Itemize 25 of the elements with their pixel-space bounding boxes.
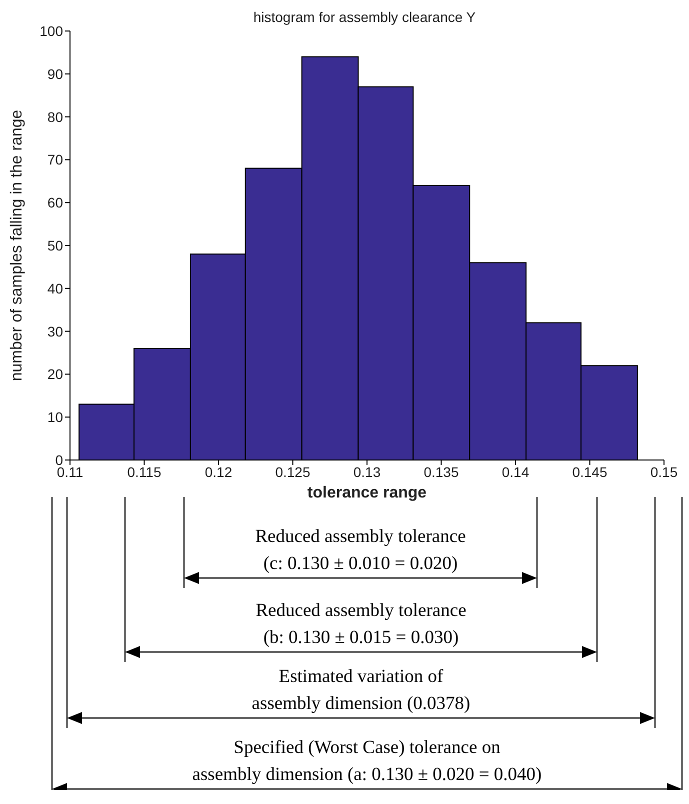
- x-tick-label: 0.12: [204, 464, 232, 480]
- x-tick-label: 0.145: [572, 464, 608, 480]
- x-tick-label: 0.15: [650, 464, 678, 480]
- y-tick-label: 60: [47, 194, 64, 211]
- x-tick-label: 0.13: [353, 464, 381, 480]
- x-tick-label: 0.115: [127, 464, 162, 480]
- chart-title: histogram for assembly clearance Y: [253, 9, 476, 25]
- x-axis-title: tolerance range: [307, 484, 427, 502]
- y-tick-label: 70: [47, 152, 64, 168]
- text: Reduced assembly tolerance (b: 0.130 ± 0.015 = 0.030): [256, 601, 466, 648]
- y-tick-label: 100: [40, 22, 64, 39]
- y-tick-label: 20: [47, 366, 64, 382]
- x-tick-label: 0.135: [424, 464, 459, 480]
- x-tick-label: 0.14: [502, 464, 530, 480]
- text: Estimated variation of assembly dimension (0.0378): [252, 667, 470, 714]
- text: Specified (Worst Case) tolerance on assembly dimension (a: 0.130 ± 0.020 = 0.040): [192, 738, 542, 785]
- y-tick-label: 50: [47, 237, 64, 254]
- y-tick-label: 10: [47, 409, 64, 426]
- y-axis-title: number of samples falling in the range: [8, 110, 26, 382]
- x-tick-label: 0.125: [275, 464, 310, 480]
- y-tick-label: 40: [47, 280, 64, 296]
- y-tick-label: 90: [47, 66, 64, 82]
- y-tick-label: 80: [47, 108, 64, 125]
- y-tick-label: 30: [47, 323, 64, 340]
- text: Reduced assembly tolerance (c: 0.130 ± 0.010 = 0.020): [255, 527, 466, 574]
